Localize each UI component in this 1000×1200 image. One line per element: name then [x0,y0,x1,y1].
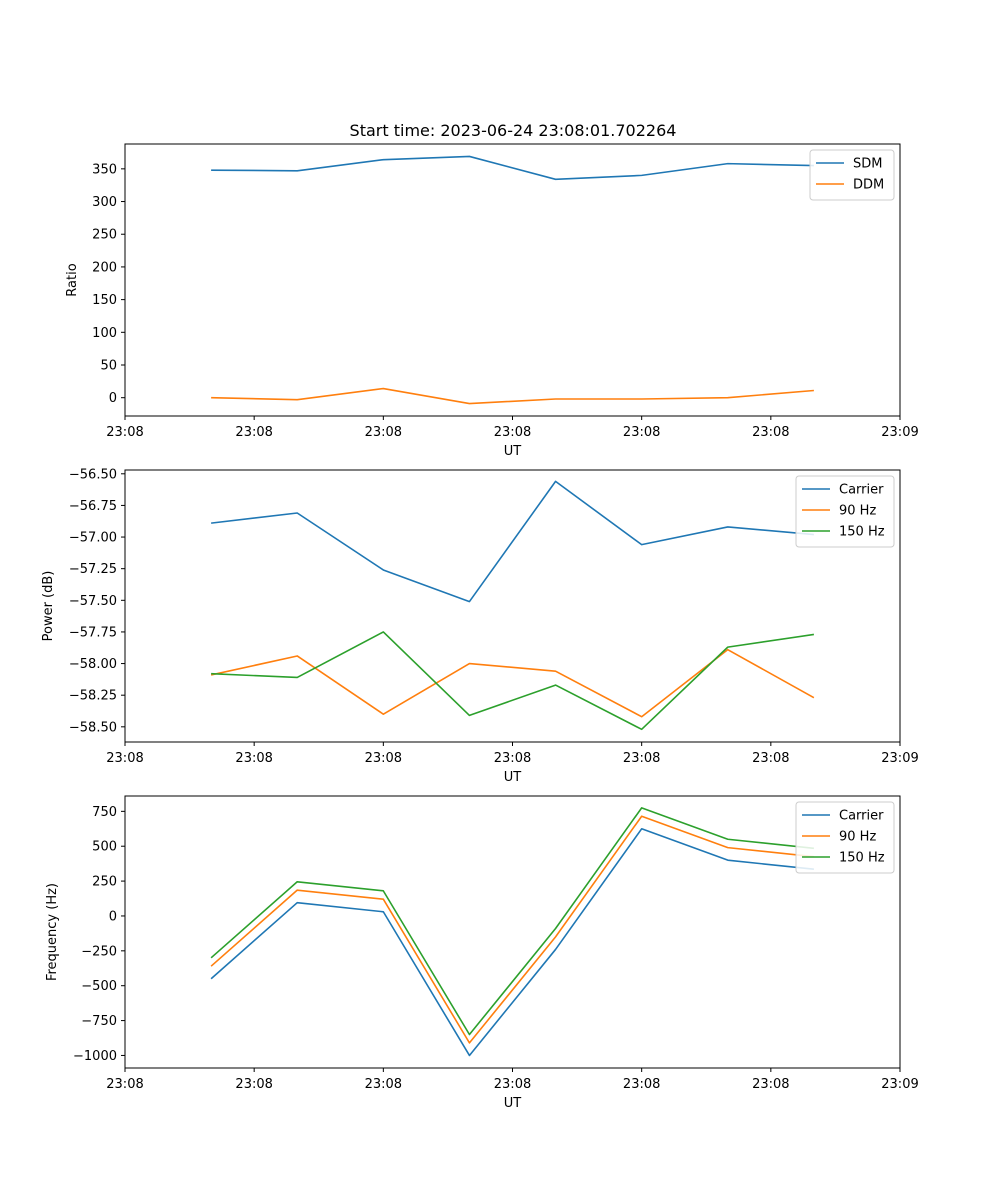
x-tick-label: 23:08 [106,425,143,440]
series-line-carrier [210,827,814,1057]
charts: 23:08 23:08 23:08 23:08 23:08 23:08 23:09 0 50 10… [41,143,919,1111]
y-tick-label: −57.25 [69,562,117,577]
legend-label: 150 Hz [839,851,885,866]
y-tick-label: −58.50 [69,720,117,735]
y-tick-label: 50 [100,359,117,374]
y-tick-label: −58.00 [69,657,117,672]
y-tick-label: 350 [92,162,117,177]
y-tick-label: 100 [92,326,117,341]
legend: Carrier 90 Hz 150 Hz [795,475,895,548]
y-tick-label: −56.50 [69,467,117,482]
x-tick-label: 23:08 [365,751,402,766]
legend: Carrier 90 Hz 150 Hz [795,801,895,874]
x-tick-label: 23:08 [752,425,789,440]
x-tick-label: 23:08 [235,1077,272,1092]
y-tick-label: 150 [92,293,117,308]
x-tick-label: 23:08 [365,425,402,440]
legend-label: 150 Hz [839,525,885,540]
x-tick-label: 23:09 [881,751,918,766]
legend-label: 90 Hz [839,830,876,845]
legend-label: Carrier [839,483,884,498]
series-line-ddm [211,387,814,405]
x-tick-label: 23:08 [623,751,660,766]
legend: SDM DDM [809,149,895,201]
series-line-150-hz [211,631,815,731]
x-tick-label: 23:08 [752,751,789,766]
x-axis-label: UT [504,444,522,459]
y-tick-label: −250 [81,944,117,959]
series-line-150-hz [210,807,814,1036]
y-tick-label: −57.00 [69,531,117,546]
y-axis-label: Power (dB) [41,571,56,642]
legend-label: Carrier [839,809,884,824]
y-tick-label: 750 [92,805,117,820]
y-tick-label: −56.75 [69,499,117,514]
x-tick-label: 23:08 [106,751,143,766]
x-axis-label: UT [504,770,522,785]
series-line-carrier [211,480,814,603]
x-tick-label: 23:08 [106,1077,143,1092]
legend-label: SDM [853,157,882,172]
x-tick-label: 23:08 [752,1077,789,1092]
y-tick-label: −58.25 [69,689,117,704]
x-tick-label: 23:09 [881,425,918,440]
series-line-90-hz [210,815,814,1044]
x-tick-label: 23:08 [623,425,660,440]
x-tick-label: 23:08 [494,425,531,440]
y-tick-label: −500 [81,979,117,994]
figure-title: Start time: 2023-06-24 23:08:01.702264 [350,121,677,140]
x-tick-label: 23:08 [494,751,531,766]
chart-panel-1: 23:08 23:08 23:08 23:08 23:08 23:08 23:09 0 50 10… [65,143,919,459]
y-tick-label: −750 [81,1014,117,1029]
legend-box [795,801,895,874]
legend-box [795,475,895,548]
y-tick-label: −1000 [73,1049,117,1064]
y-tick-label: 0 [109,391,117,406]
y-tick-label: 0 [109,909,117,924]
x-tick-label: 23:08 [494,1077,531,1092]
y-tick-label: 500 [92,840,117,855]
x-axis-label: UT [504,1096,522,1111]
chart-panel-3: 23:08 23:08 23:08 23:08 23:08 23:08 23:09 −1000… [45,795,919,1111]
y-tick-label: −57.50 [69,594,117,609]
legend-label: DDM [853,178,884,193]
x-tick-label: 23:08 [235,425,272,440]
y-tick-label: 250 [92,228,117,243]
chart-panel-2: 23:08 23:08 23:08 23:08 23:08 23:08 23:09 −58.5… [41,467,919,785]
x-tick-label: 23:09 [881,1077,918,1092]
y-axis-label: Frequency (Hz) [45,883,60,981]
x-tick-label: 23:08 [623,1077,660,1092]
x-tick-label: 23:08 [365,1077,402,1092]
x-tick-label: 23:08 [235,751,272,766]
y-axis-label: Ratio [65,263,80,296]
legend-label: 90 Hz [839,504,876,519]
y-tick-label: 300 [92,195,117,210]
y-tick-label: −57.75 [69,625,117,640]
y-tick-label: 200 [92,260,117,275]
series-line-sdm [211,155,814,181]
y-tick-label: 250 [92,875,117,890]
